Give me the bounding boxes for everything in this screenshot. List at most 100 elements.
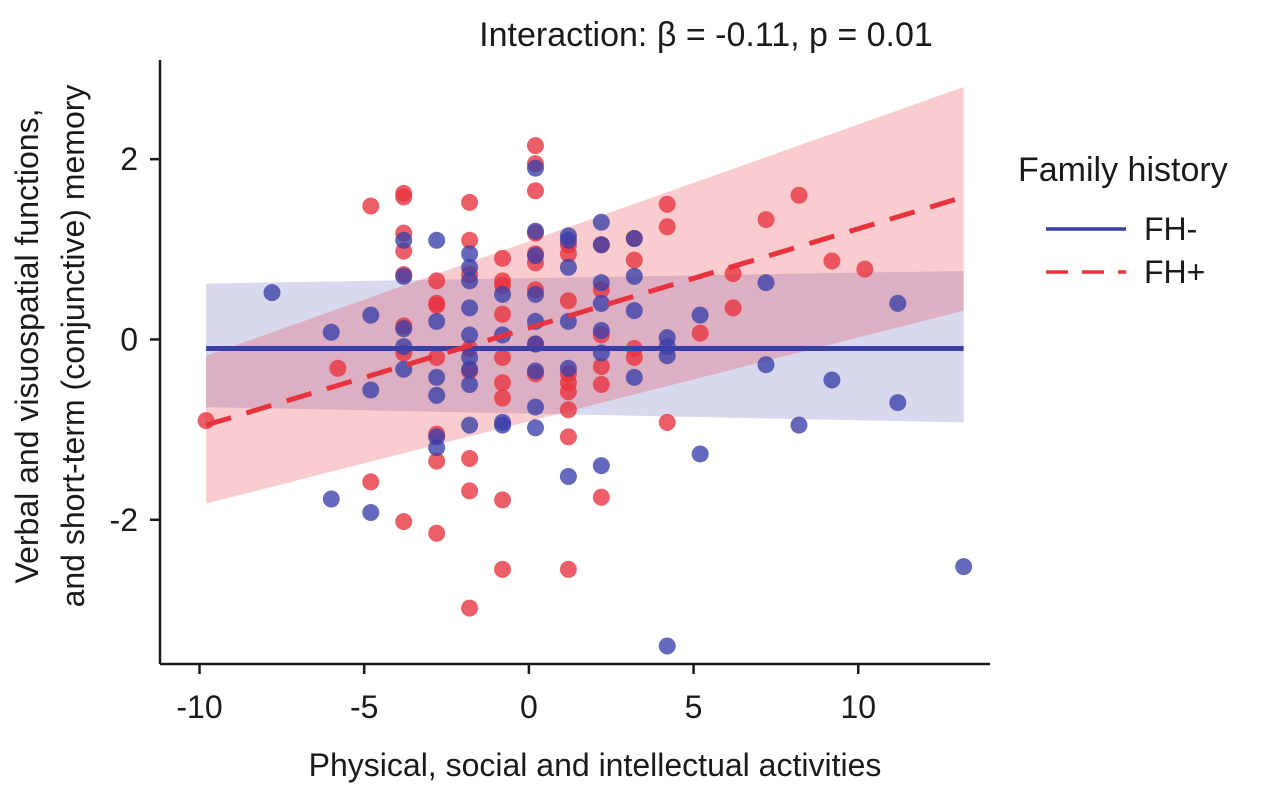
data-point-fh-minus bbox=[263, 284, 281, 302]
data-point-fh-minus bbox=[691, 445, 709, 463]
data-point-fh-minus bbox=[592, 274, 610, 292]
data-point-fh-minus bbox=[559, 231, 577, 249]
legend: Family history FH- FH+ bbox=[1018, 151, 1228, 290]
fit-line-fh-plus bbox=[205, 194, 965, 428]
data-point-fh-minus bbox=[658, 637, 676, 655]
data-point-fh-minus bbox=[322, 323, 340, 341]
data-point-fh-plus bbox=[592, 376, 610, 394]
data-point-fh-plus bbox=[395, 513, 413, 531]
data-point-fh-minus bbox=[526, 285, 544, 303]
x-tick-label: -10 bbox=[176, 689, 222, 725]
data-point-fh-minus bbox=[658, 347, 676, 365]
data-point-fh-plus bbox=[494, 249, 512, 267]
data-point-fh-plus bbox=[856, 260, 874, 278]
data-point-fh-plus bbox=[494, 560, 512, 578]
legend-label-fh-minus: FH- bbox=[1144, 211, 1197, 247]
data-point-fh-minus bbox=[428, 386, 446, 404]
data-point-fh-minus bbox=[757, 274, 775, 292]
data-point-fh-plus bbox=[691, 324, 709, 342]
data-point-fh-minus bbox=[428, 231, 446, 249]
data-point-fh-minus bbox=[790, 416, 808, 434]
data-point-fh-plus bbox=[526, 137, 544, 155]
data-point-fh-plus bbox=[559, 292, 577, 310]
data-point-fh-plus bbox=[592, 488, 610, 506]
data-point-fh-minus bbox=[395, 231, 413, 249]
data-point-fh-plus bbox=[559, 245, 577, 263]
x-tick-label: 5 bbox=[685, 689, 703, 725]
data-point-fh-plus bbox=[428, 272, 446, 290]
data-point-fh-plus bbox=[757, 211, 775, 229]
x-tick-label: 10 bbox=[840, 689, 876, 725]
data-point-fh-plus bbox=[461, 482, 479, 500]
data-point-fh-minus bbox=[823, 371, 841, 389]
data-point-fh-minus bbox=[526, 398, 544, 416]
data-point-fh-minus bbox=[592, 321, 610, 339]
data-point-fh-plus bbox=[494, 305, 512, 323]
confidence-bands bbox=[206, 87, 964, 504]
data-point-fh-minus bbox=[494, 285, 512, 303]
data-point-fh-plus bbox=[559, 383, 577, 401]
data-point-fh-minus bbox=[362, 504, 380, 522]
data-point-fh-minus bbox=[322, 490, 340, 508]
data-point-fh-minus bbox=[461, 299, 479, 317]
data-point-fh-plus bbox=[197, 412, 215, 430]
data-point-fh-plus bbox=[362, 473, 380, 491]
y-tick-label: 0 bbox=[120, 321, 138, 357]
data-point-fh-minus bbox=[691, 306, 709, 324]
data-point-fh-minus bbox=[526, 362, 544, 380]
data-point-fh-plus bbox=[461, 231, 479, 249]
data-point-fh-plus bbox=[625, 251, 643, 269]
data-point-fh-plus bbox=[428, 524, 446, 542]
legend-title: Family history bbox=[1018, 151, 1228, 189]
data-point-fh-minus bbox=[889, 394, 907, 412]
data-point-fh-minus bbox=[757, 356, 775, 374]
data-point-fh-minus bbox=[592, 213, 610, 231]
data-point-fh-plus bbox=[461, 193, 479, 211]
confidence-band-fh-plus bbox=[206, 87, 964, 504]
axis-ticks: -10 -5 0 5 10 -2 0 2 bbox=[110, 141, 877, 725]
data-point-fh-minus bbox=[526, 222, 544, 240]
data-point-fh-minus bbox=[625, 229, 643, 247]
axes bbox=[158, 60, 990, 666]
data-point-fh-minus bbox=[889, 294, 907, 312]
data-point-fh-minus bbox=[461, 348, 479, 366]
data-point-fh-plus bbox=[658, 413, 676, 431]
data-point-fh-minus bbox=[461, 258, 479, 276]
data-point-fh-minus bbox=[592, 236, 610, 254]
data-point-fh-plus bbox=[329, 359, 347, 377]
data-point-fh-minus bbox=[625, 267, 643, 285]
data-point-fh-minus bbox=[494, 416, 512, 434]
legend-label-fh-plus: FH+ bbox=[1144, 254, 1205, 290]
data-point-fh-minus bbox=[362, 381, 380, 399]
data-point-fh-minus bbox=[955, 558, 973, 576]
data-point-fh-minus bbox=[526, 247, 544, 265]
data-point-fh-plus bbox=[395, 188, 413, 206]
data-point-fh-plus bbox=[494, 374, 512, 392]
data-point-fh-minus bbox=[592, 457, 610, 475]
data-point-fh-plus bbox=[428, 348, 446, 366]
data-point-fh-plus bbox=[428, 452, 446, 470]
data-point-fh-minus bbox=[559, 359, 577, 377]
y-axis-title-line-1: Verbal and visuospatial functions, bbox=[9, 109, 45, 584]
data-point-fh-minus bbox=[461, 360, 479, 378]
data-point-fh-minus bbox=[625, 302, 643, 320]
data-point-fh-plus bbox=[823, 252, 841, 270]
data-point-fh-minus bbox=[362, 306, 380, 324]
data-point-fh-plus bbox=[592, 358, 610, 376]
data-point-fh-plus bbox=[559, 428, 577, 446]
data-point-fh-plus bbox=[461, 449, 479, 467]
data-point-fh-minus bbox=[526, 159, 544, 177]
x-tick-label: 0 bbox=[520, 689, 538, 725]
data-point-fh-plus bbox=[494, 491, 512, 509]
y-axis-title-line-2: and short-term (conjunctive) memory bbox=[55, 85, 91, 608]
y-tick-label: 2 bbox=[120, 141, 138, 177]
data-point-fh-minus bbox=[428, 439, 446, 457]
data-point-fh-minus bbox=[395, 320, 413, 338]
data-point-fh-minus bbox=[395, 267, 413, 285]
data-point-fh-plus bbox=[559, 560, 577, 578]
data-point-fh-plus bbox=[494, 389, 512, 407]
data-point-fh-minus bbox=[461, 376, 479, 394]
y-tick-label: -2 bbox=[110, 502, 138, 538]
data-point-fh-minus bbox=[461, 326, 479, 344]
